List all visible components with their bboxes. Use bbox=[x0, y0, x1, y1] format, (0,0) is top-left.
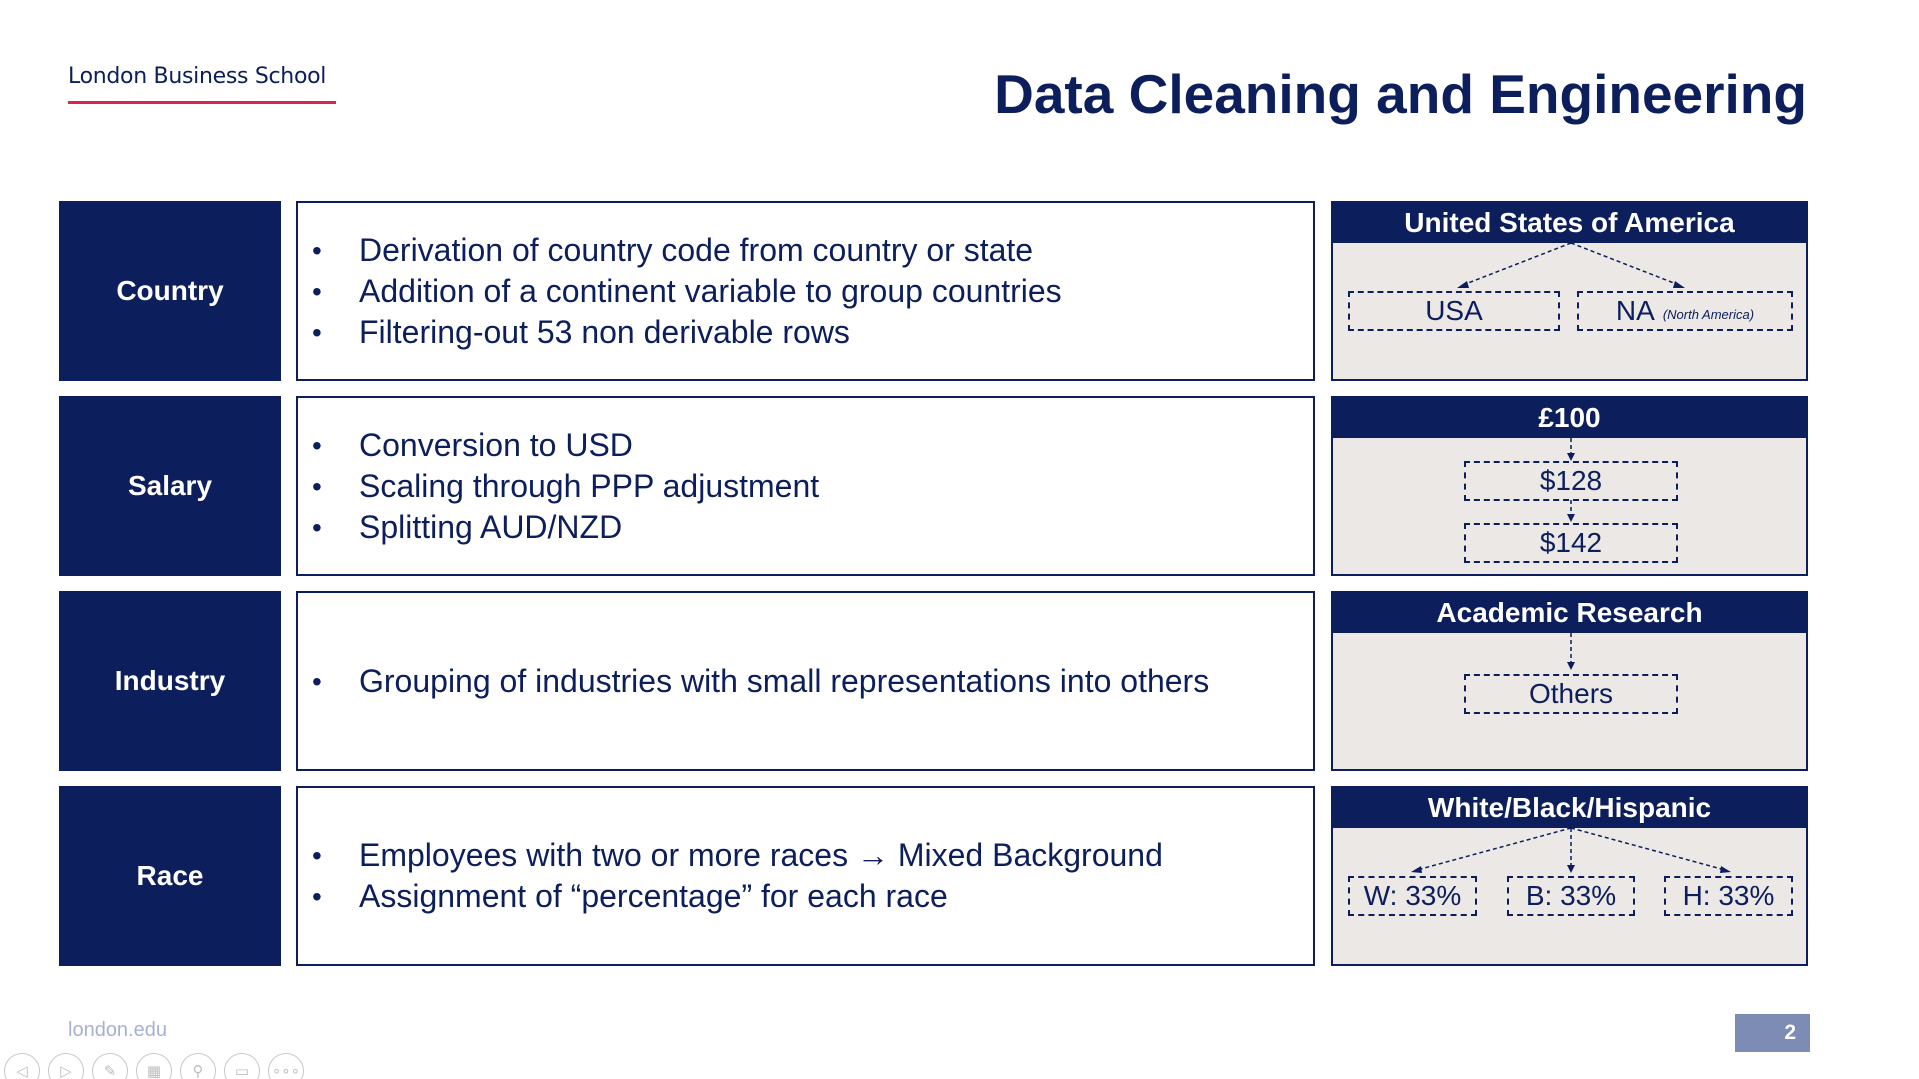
row-description: • Derivation of country code from country… bbox=[296, 201, 1315, 381]
row-label: Salary bbox=[59, 396, 281, 576]
example-node: $142 bbox=[1464, 523, 1678, 563]
connector-arrows bbox=[1567, 633, 1575, 670]
footer-url: london.edu bbox=[68, 1019, 167, 1041]
bullet-item: • Assignment of “percentage” for each rac… bbox=[312, 878, 948, 914]
example-box: Academic Research Others bbox=[1331, 591, 1808, 771]
connector-arrows bbox=[1567, 438, 1575, 522]
row-label: Industry bbox=[59, 591, 281, 771]
example-box: White/Black/Hispanic W: 33% B: 33% H: 33… bbox=[1331, 786, 1808, 966]
example-box: United States of America USA NA (North Am… bbox=[1331, 201, 1808, 381]
logo-underline bbox=[68, 101, 336, 104]
example-node: B: 33% bbox=[1507, 876, 1635, 916]
next-icon[interactable]: ▷ bbox=[48, 1053, 84, 1079]
presenter-controls: ◁ ▷ ✎ ▦ ⚲ ▭ ∘∘∘ bbox=[4, 1053, 304, 1079]
row-country: Country • Derivation of country code from… bbox=[0, 201, 1919, 381]
example-node: W: 33% bbox=[1348, 876, 1477, 916]
connector-arrows bbox=[1411, 827, 1731, 873]
bullet-item: • Conversion to USD bbox=[312, 426, 633, 463]
row-description: • Conversion to USD • Scaling through PPP … bbox=[296, 396, 1315, 576]
school-logo: London Business School bbox=[68, 64, 327, 89]
example-title: United States of America bbox=[1333, 203, 1806, 243]
example-node: $128 bbox=[1464, 461, 1678, 501]
row-description: • Employees with two or more races → Mixe… bbox=[296, 786, 1315, 966]
previous-icon[interactable]: ◁ bbox=[4, 1053, 40, 1079]
bullet-item: • Addition of a continent variable to gro… bbox=[312, 272, 1062, 309]
more-icon[interactable]: ∘∘∘ bbox=[268, 1053, 304, 1079]
connector-arrows bbox=[1457, 242, 1685, 288]
bullet-item: • Employees with two or more races → Mixe… bbox=[312, 837, 1163, 873]
example-node: H: 33% bbox=[1664, 876, 1793, 916]
bullet-item: • Derivation of country code from country… bbox=[312, 231, 1034, 268]
row-industry: Industry • Grouping of industries with sm… bbox=[0, 591, 1919, 771]
subtitles-icon[interactable]: ▭ bbox=[224, 1053, 260, 1079]
example-node: USA bbox=[1348, 291, 1560, 331]
example-node: Others bbox=[1464, 674, 1678, 714]
row-description: • Grouping of industries with small repre… bbox=[296, 591, 1315, 771]
example-title: White/Black/Hispanic bbox=[1333, 788, 1806, 828]
example-box: £100 $128 $142 bbox=[1331, 396, 1808, 576]
example-title: Academic Research bbox=[1333, 593, 1806, 633]
slides-icon[interactable]: ▦ bbox=[136, 1053, 172, 1079]
bullet-item: • Scaling through PPP adjustment bbox=[312, 467, 820, 504]
row-race: Race • Employees with two or more races →… bbox=[0, 786, 1919, 966]
pen-icon[interactable]: ✎ bbox=[92, 1053, 128, 1079]
slide-title: Data Cleaning and Engineering bbox=[994, 63, 1807, 125]
bullet-item: • Grouping of industries with small repre… bbox=[312, 662, 1210, 699]
example-title: £100 bbox=[1333, 398, 1806, 438]
bullet-item: • Filtering-out 53 non derivable rows bbox=[312, 313, 850, 350]
zoom-icon[interactable]: ⚲ bbox=[180, 1053, 216, 1079]
example-node: NA (North America) bbox=[1577, 291, 1793, 331]
bullet-item: • Splitting AUD/NZD bbox=[312, 508, 623, 545]
page-number: 2 bbox=[1735, 1014, 1810, 1052]
row-salary: Salary • Conversion to USD • Scaling throu… bbox=[0, 396, 1919, 576]
row-label: Country bbox=[59, 201, 281, 381]
row-label: Race bbox=[59, 786, 281, 966]
